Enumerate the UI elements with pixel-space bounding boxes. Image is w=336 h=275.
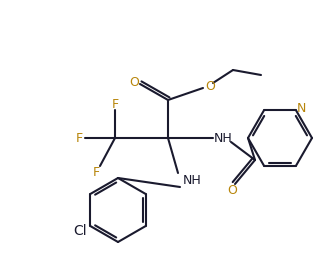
Text: NH: NH <box>183 175 201 188</box>
Text: NH: NH <box>214 131 233 144</box>
Text: F: F <box>76 131 83 144</box>
Text: F: F <box>112 98 119 111</box>
Text: O: O <box>205 79 215 92</box>
Text: O: O <box>129 76 139 89</box>
Text: Cl: Cl <box>74 224 87 238</box>
Text: F: F <box>92 166 99 180</box>
Text: O: O <box>227 185 237 197</box>
Text: N: N <box>296 102 306 115</box>
